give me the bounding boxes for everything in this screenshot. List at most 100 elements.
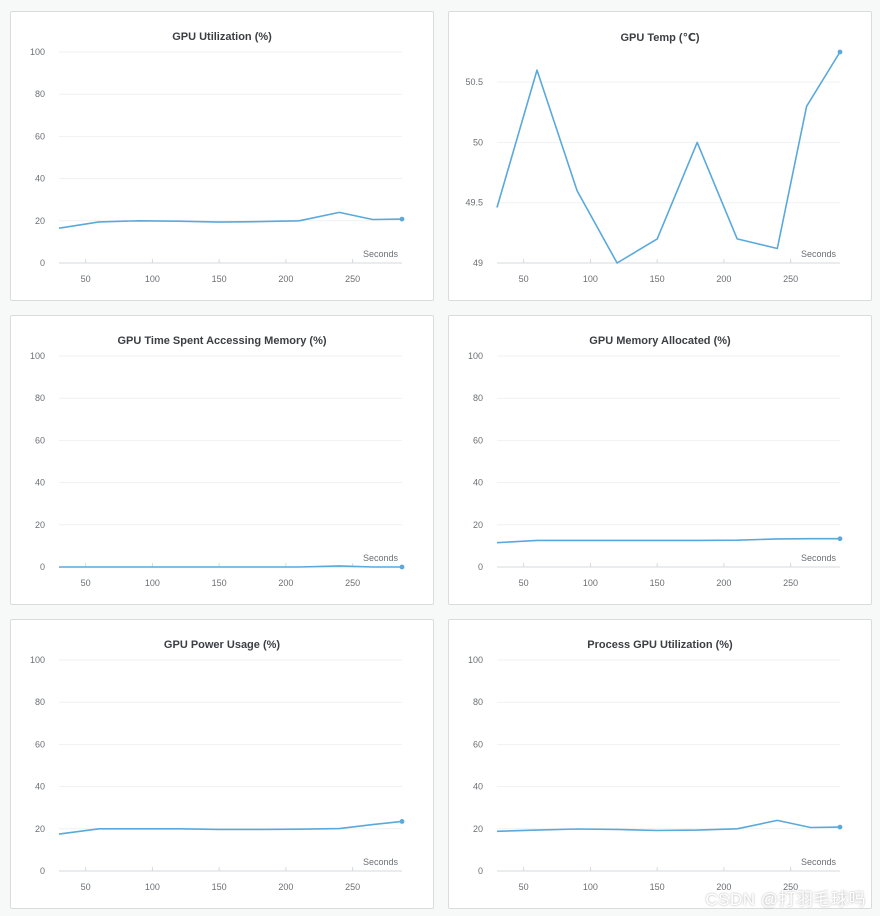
y-tick-label: 50 bbox=[473, 137, 483, 147]
y-tick-label: 60 bbox=[35, 131, 45, 141]
y-tick-label: 100 bbox=[30, 351, 45, 361]
chart-svg: 0 20 40 60 80 100 50 100 150 200 250 Seconds bbox=[30, 655, 405, 892]
y-tick-label: 40 bbox=[35, 478, 45, 488]
x-tick-label: 200 bbox=[716, 882, 731, 892]
x-tick-label: 100 bbox=[145, 882, 160, 892]
chart-panel: GPU Utilization (%) 0 20 40 60 80 100 50 100 150 2… bbox=[10, 11, 434, 301]
x-tick-label: 200 bbox=[716, 578, 731, 588]
x-tick-label: 250 bbox=[783, 578, 798, 588]
chart-title: Process GPU Utilization (%) bbox=[587, 639, 733, 651]
y-tick-label: 80 bbox=[35, 697, 45, 707]
y-tick-label: 49 bbox=[473, 258, 483, 268]
y-tick-label: 0 bbox=[40, 562, 45, 572]
y-tick-label: 20 bbox=[35, 216, 45, 226]
y-tick-label: 0 bbox=[478, 866, 483, 876]
y-tick-label: 100 bbox=[468, 655, 483, 665]
x-tick-label: 100 bbox=[145, 274, 160, 284]
x-axis-title: Seconds bbox=[801, 857, 837, 867]
y-tick-label: 40 bbox=[35, 782, 45, 792]
x-tick-label: 150 bbox=[212, 882, 227, 892]
x-tick-label: 100 bbox=[583, 578, 598, 588]
y-tick-label: 20 bbox=[473, 824, 483, 834]
y-tick-label: 40 bbox=[35, 174, 45, 184]
y-tick-label: 0 bbox=[40, 258, 45, 268]
chart-title: GPU Temp (℃) bbox=[620, 32, 700, 44]
chart-title: GPU Utilization (%) bbox=[172, 31, 272, 43]
series-line bbox=[496, 537, 840, 544]
y-tick-label: 0 bbox=[40, 866, 45, 876]
series-line bbox=[59, 565, 402, 568]
x-tick-label: 100 bbox=[583, 274, 598, 284]
y-tick-label: 80 bbox=[473, 697, 483, 707]
chart-svg: 0 20 40 60 80 100 50 100 150 200 250 Seconds bbox=[468, 351, 843, 588]
y-tick-label: 80 bbox=[35, 89, 45, 99]
x-tick-label: 100 bbox=[583, 882, 598, 892]
x-tick-label: 150 bbox=[212, 274, 227, 284]
x-axis-title: Seconds bbox=[801, 553, 837, 563]
series-line bbox=[58, 820, 403, 835]
last-point-marker[interactable] bbox=[399, 819, 405, 824]
chart-panel: GPU Power Usage (%) 0 20 40 60 80 100 50 100 150 2… bbox=[10, 619, 434, 909]
y-tick-label: 49.5 bbox=[465, 198, 483, 208]
x-axis-title: Seconds bbox=[363, 249, 399, 259]
chart-svg: 0 20 40 60 80 100 50 100 150 200 250 Seconds bbox=[30, 47, 405, 284]
y-tick-label: 60 bbox=[35, 435, 45, 445]
x-tick-label: 200 bbox=[278, 578, 293, 588]
x-tick-label: 50 bbox=[519, 578, 529, 588]
y-tick-label: 60 bbox=[473, 435, 483, 445]
y-tick-label: 60 bbox=[473, 739, 483, 749]
x-tick-label: 250 bbox=[345, 274, 360, 284]
chart-svg: 0 20 40 60 80 100 50 100 150 200 250 Seconds bbox=[468, 655, 843, 892]
chart-svg: 49 49.5 50 50.5 50 100 150 200 250 Seconds bbox=[465, 49, 843, 284]
series-line bbox=[58, 211, 403, 229]
x-tick-label: 250 bbox=[783, 274, 798, 284]
x-tick-label: 150 bbox=[212, 578, 227, 588]
x-tick-label: 150 bbox=[650, 274, 665, 284]
y-tick-label: 20 bbox=[35, 520, 45, 530]
last-point-marker[interactable] bbox=[399, 564, 405, 570]
y-tick-label: 80 bbox=[35, 393, 45, 403]
chart-title: GPU Time Spent Accessing Memory (%) bbox=[117, 335, 327, 347]
y-tick-label: 100 bbox=[30, 47, 45, 57]
watermark-text: CSDN @打羽毛球吗 bbox=[705, 890, 866, 909]
y-tick-label: 50.5 bbox=[465, 77, 483, 87]
y-tick-label: 20 bbox=[35, 824, 45, 834]
last-point-marker[interactable] bbox=[837, 49, 843, 55]
x-tick-label: 200 bbox=[716, 274, 731, 284]
last-point-marker[interactable] bbox=[837, 824, 843, 830]
x-tick-label: 250 bbox=[345, 578, 360, 588]
chart-panel: GPU Memory Allocated (%) 0 20 40 60 80 100 50 10… bbox=[448, 315, 872, 605]
x-axis-title: Seconds bbox=[363, 553, 399, 563]
chart-panel: GPU Time Spent Accessing Memory (%) 0 20 40… bbox=[10, 315, 434, 605]
chart-svg: 0 20 40 60 80 100 50 100 150 200 250 Seconds bbox=[30, 351, 405, 588]
x-tick-label: 150 bbox=[650, 882, 665, 892]
chart-title: GPU Memory Allocated (%) bbox=[589, 335, 731, 347]
x-tick-label: 150 bbox=[650, 578, 665, 588]
series-line bbox=[496, 51, 841, 264]
series-line bbox=[496, 819, 841, 833]
x-tick-label: 50 bbox=[81, 578, 91, 588]
y-tick-label: 40 bbox=[473, 782, 483, 792]
y-tick-label: 60 bbox=[35, 739, 45, 749]
y-tick-label: 80 bbox=[473, 393, 483, 403]
y-tick-label: 40 bbox=[473, 478, 483, 488]
last-point-marker[interactable] bbox=[399, 216, 405, 222]
y-tick-label: 100 bbox=[30, 655, 45, 665]
x-tick-label: 50 bbox=[81, 274, 91, 284]
x-axis-title: Seconds bbox=[801, 249, 837, 259]
x-axis-title: Seconds bbox=[363, 857, 399, 867]
x-tick-label: 250 bbox=[783, 882, 798, 892]
chart-panel: Process GPU Utilization (%) 0 20 40 60 80 100 5… bbox=[448, 619, 872, 909]
x-tick-label: 50 bbox=[519, 882, 529, 892]
chart-panel: GPU Temp (℃) 49 49.5 50 50.5 50 100 150 200 250 Se… bbox=[448, 11, 872, 301]
y-tick-label: 100 bbox=[468, 351, 483, 361]
x-tick-label: 100 bbox=[145, 578, 160, 588]
x-tick-label: 200 bbox=[278, 882, 293, 892]
x-tick-label: 50 bbox=[81, 882, 91, 892]
last-point-marker[interactable] bbox=[837, 536, 843, 542]
x-tick-label: 50 bbox=[519, 274, 529, 284]
x-tick-label: 200 bbox=[278, 274, 293, 284]
chart-title: GPU Power Usage (%) bbox=[163, 639, 281, 651]
x-tick-label: 250 bbox=[345, 882, 360, 892]
y-tick-label: 20 bbox=[473, 520, 483, 530]
